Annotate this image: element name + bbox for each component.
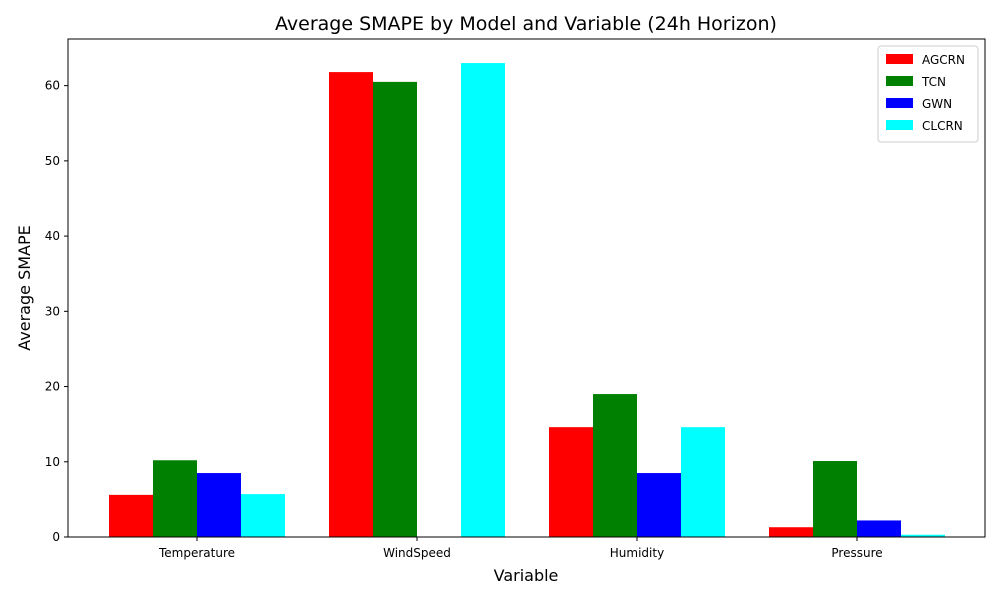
legend-label-gwn: GWN	[922, 97, 952, 111]
x-tick-label: Humidity	[610, 546, 664, 560]
bar-clcrn-windspeed	[461, 63, 505, 537]
legend-label-agcrn: AGCRN	[922, 53, 965, 67]
legend-swatch-tcn	[886, 76, 913, 86]
legend-frame	[877, 45, 979, 143]
x-tick-label: Pressure	[831, 546, 882, 560]
bar-gwn-temperature	[197, 473, 241, 537]
legend-label-tcn: TCN	[921, 75, 946, 89]
y-tick-label: 0	[52, 530, 60, 544]
legend-label-clcrn: CLCRN	[922, 119, 963, 133]
x-axis-title: Variable	[494, 566, 559, 585]
bar-clcrn-pressure	[901, 534, 945, 537]
bars-layer	[109, 63, 945, 537]
y-tick-label: 20	[45, 380, 60, 394]
bar-agcrn-pressure	[769, 527, 813, 537]
axes-layer	[67, 38, 986, 538]
chart-title: Average SMAPE by Model and Variable (24h…	[275, 13, 777, 35]
legend: AGCRN TCN GWN CLCRN	[877, 45, 979, 143]
bar-agcrn-temperature	[109, 494, 153, 537]
bar-clcrn-humidity	[681, 427, 725, 537]
bar-clcrn-temperature	[241, 494, 285, 537]
x-tick-label: WindSpeed	[383, 546, 451, 560]
bar-agcrn-windspeed	[329, 72, 373, 537]
bar-tcn-temperature	[153, 460, 197, 537]
bar-gwn-humidity	[637, 473, 681, 537]
legend-swatch-gwn	[886, 98, 913, 108]
legend-swatch-clcrn	[886, 120, 913, 130]
y-tick-label: 60	[45, 79, 60, 93]
y-tick-label: 50	[45, 154, 60, 168]
legend-swatch-agcrn	[886, 54, 913, 64]
y-axis-title: Average SMAPE	[15, 225, 34, 350]
x-ticks: Temperature WindSpeed Humidity Pressure	[158, 537, 883, 560]
bar-gwn-pressure	[857, 520, 901, 537]
y-tick-label: 10	[45, 455, 60, 469]
bar-tcn-pressure	[813, 461, 857, 537]
y-tick-label: 30	[45, 304, 60, 318]
bar-tcn-humidity	[593, 394, 637, 537]
y-ticks: 0 10 20 30 40 50 60	[45, 79, 68, 544]
plot-frame	[67, 38, 986, 538]
bar-tcn-windspeed	[373, 81, 417, 537]
x-tick-label: Temperature	[158, 546, 235, 560]
y-tick-label: 40	[45, 229, 60, 243]
bar-agcrn-humidity	[549, 427, 593, 537]
